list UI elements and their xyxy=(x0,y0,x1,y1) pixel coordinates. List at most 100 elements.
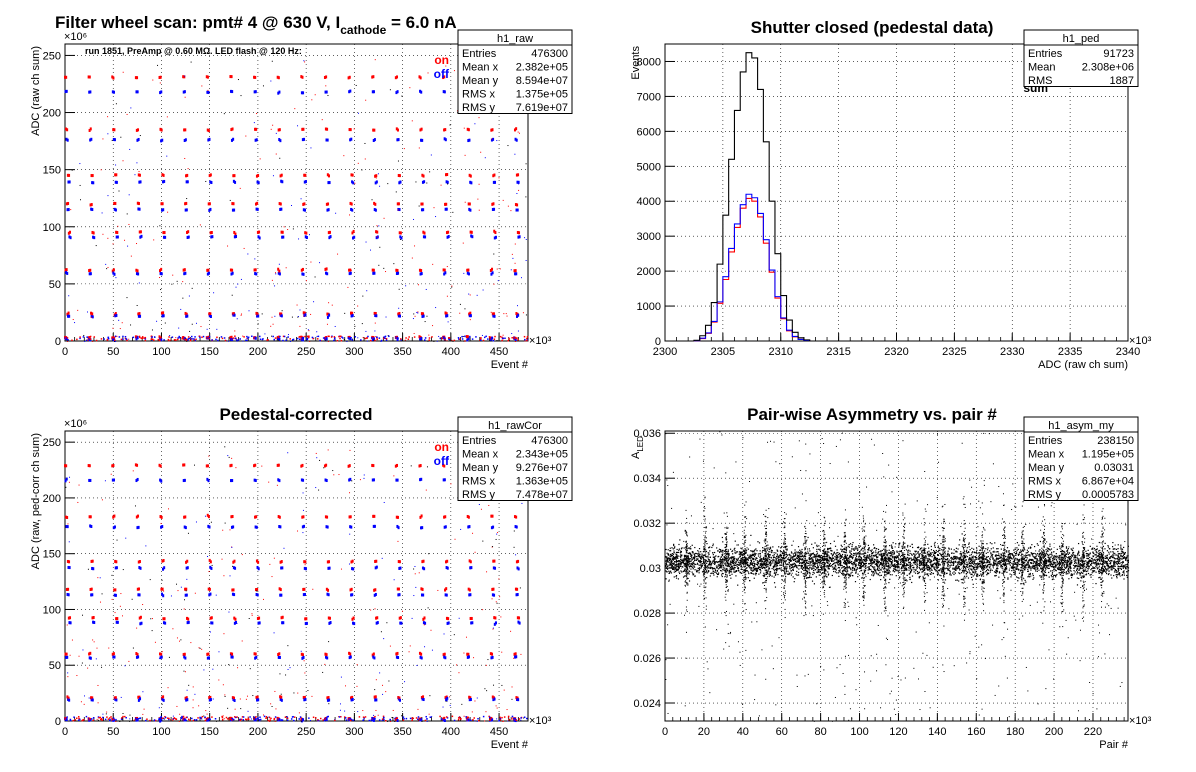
pedestal-point xyxy=(501,716,503,719)
off-point xyxy=(350,525,353,529)
on-point xyxy=(277,653,280,657)
transition-point xyxy=(379,246,381,248)
off-point xyxy=(209,698,212,702)
on-point xyxy=(303,587,306,591)
pedestal-point xyxy=(460,717,462,720)
pedestal-point xyxy=(151,338,154,340)
asym-point xyxy=(1101,554,1104,556)
asym-point xyxy=(867,551,869,553)
pedestal-point xyxy=(333,337,336,339)
asym-point xyxy=(804,572,806,574)
on-point xyxy=(135,515,138,519)
on-point xyxy=(276,716,279,720)
off-point xyxy=(231,592,234,596)
transition-point xyxy=(116,335,118,337)
panels: 0 50 100 150 200 250 300 350 400 4500501001502002… xyxy=(30,18,1152,751)
asym-point xyxy=(1070,563,1072,565)
asym-point xyxy=(760,570,762,572)
asym-point xyxy=(777,561,779,563)
off-point xyxy=(492,137,495,141)
pedestal-point xyxy=(444,338,446,341)
off-point xyxy=(281,621,284,625)
p3-title: Pedestal-corrected xyxy=(219,405,372,424)
pedestal-point xyxy=(282,335,285,338)
transition-point xyxy=(287,452,289,454)
asym-point xyxy=(730,567,732,569)
off-point xyxy=(66,592,69,596)
transition-point xyxy=(517,330,519,332)
asym-point xyxy=(716,567,718,569)
pedestal-point xyxy=(378,337,381,339)
asym-point xyxy=(819,558,821,560)
off-point xyxy=(471,621,474,625)
transition-point xyxy=(240,708,242,710)
transition-point xyxy=(115,277,117,279)
asym-point xyxy=(722,564,725,566)
asym-point xyxy=(938,560,940,562)
off-point xyxy=(139,697,142,701)
off-point xyxy=(372,524,375,528)
on-point xyxy=(419,515,422,519)
asym-point xyxy=(788,572,790,574)
transition-point xyxy=(344,710,346,712)
asym-point xyxy=(776,549,778,551)
asym-point xyxy=(753,554,755,556)
stats-value: 1.363e+05 xyxy=(516,476,568,488)
off-point xyxy=(207,524,210,528)
asym-point xyxy=(1000,548,1002,550)
off-point xyxy=(208,137,211,141)
off-point xyxy=(88,478,91,482)
on-point xyxy=(422,617,425,621)
transition-point xyxy=(525,196,527,198)
asym-point xyxy=(927,567,930,569)
off-point xyxy=(468,698,471,702)
transition-point xyxy=(186,578,188,580)
transition-point xyxy=(401,610,403,612)
asym-point xyxy=(728,563,730,565)
off-point xyxy=(137,207,140,211)
off-point xyxy=(116,235,119,239)
asym-point xyxy=(816,545,818,548)
asym-point xyxy=(767,544,769,546)
asym-point xyxy=(690,555,692,557)
off-point xyxy=(138,566,141,570)
asym-point xyxy=(981,549,983,551)
transition-point xyxy=(473,657,475,659)
on-point xyxy=(258,230,261,234)
transition-point xyxy=(383,501,385,503)
asym-point xyxy=(887,555,889,557)
asym-point xyxy=(741,561,743,563)
transition-point xyxy=(285,716,287,718)
asym-point xyxy=(898,546,900,548)
on-point xyxy=(113,514,116,518)
stats-value: 1887 xyxy=(1110,75,1134,87)
on-point xyxy=(232,560,235,564)
transition-point xyxy=(380,341,382,342)
off-point xyxy=(66,208,69,212)
asym-point xyxy=(961,563,963,565)
on-point xyxy=(182,653,185,657)
asym-point xyxy=(1120,555,1122,557)
asym-point xyxy=(893,571,896,573)
off-point xyxy=(159,656,162,660)
on-point xyxy=(111,464,114,468)
transition-point xyxy=(374,689,376,691)
pedestal-point xyxy=(139,717,141,720)
off-point xyxy=(91,181,94,185)
on-point xyxy=(137,560,140,564)
x-tick-label: 50 xyxy=(107,346,119,358)
asym-point xyxy=(961,561,963,563)
off-point xyxy=(256,565,259,569)
transition-point xyxy=(121,322,123,324)
transition-point xyxy=(464,154,466,156)
transition-point xyxy=(107,116,109,118)
transition-point xyxy=(247,253,249,255)
on-point xyxy=(208,558,211,562)
on-point xyxy=(209,695,212,699)
on-point xyxy=(350,560,353,564)
transition-point xyxy=(423,624,425,626)
asym-point xyxy=(729,562,731,564)
asym-point xyxy=(789,572,791,574)
on-point xyxy=(255,127,258,131)
on-point xyxy=(232,174,235,178)
